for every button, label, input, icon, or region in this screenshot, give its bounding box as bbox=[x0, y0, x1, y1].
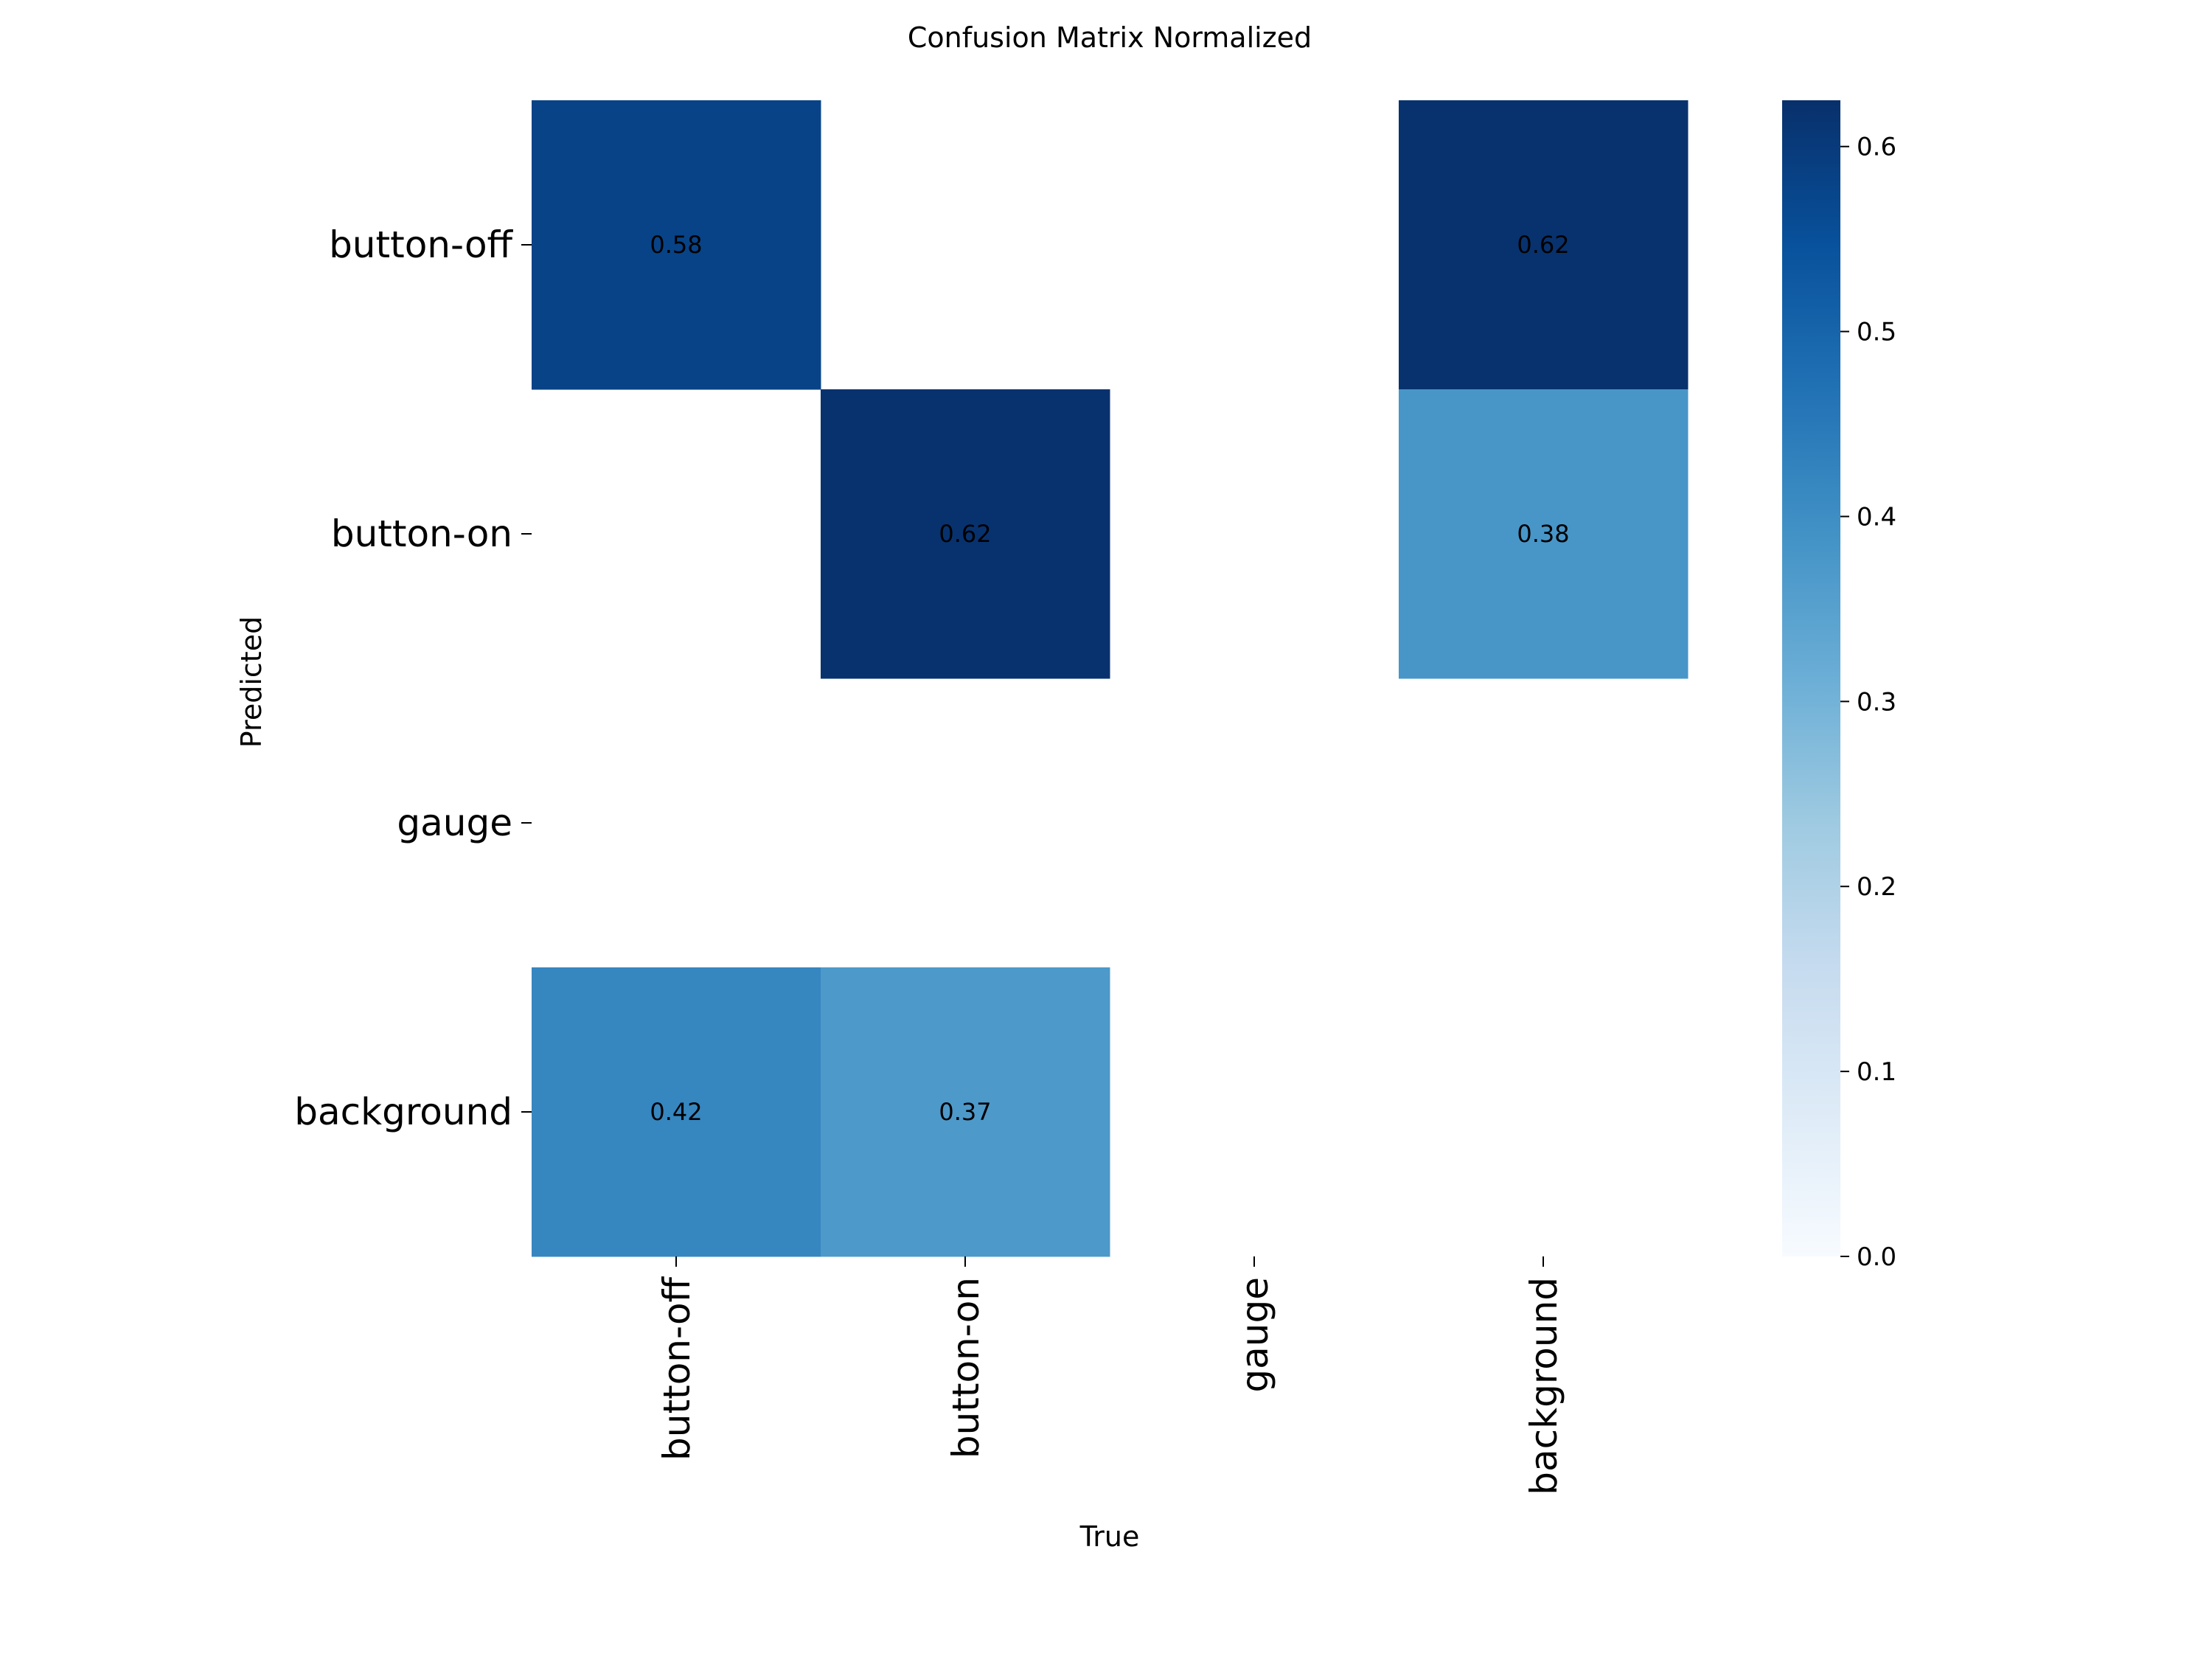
chart-title: Confusion Matrix Normalized bbox=[908, 21, 1312, 54]
cell-value-label: 0.58 bbox=[650, 231, 702, 259]
colorbar-ticks: 0.0 0.1 0.2 0.3 0.4 0.5 0.6 bbox=[1840, 133, 1896, 1272]
heatmap-cell-1-1 bbox=[821, 389, 1110, 679]
colorbar bbox=[1782, 100, 1840, 1256]
colorbar-tick-label: 0.6 bbox=[1857, 133, 1896, 162]
cell-value-label: 0.42 bbox=[650, 1098, 702, 1126]
y-axis-ticks: button-off button-on gauge background bbox=[294, 223, 532, 1133]
x-tick-label: gauge bbox=[1234, 1277, 1276, 1393]
colorbar-tick-label: 0.4 bbox=[1857, 502, 1896, 532]
heatmap-cell-3-0 bbox=[532, 967, 821, 1257]
x-axis-label: True bbox=[1079, 1520, 1140, 1553]
heatmap-cells bbox=[532, 100, 1688, 1257]
colorbar-tick-label: 0.5 bbox=[1857, 318, 1896, 347]
x-axis-ticks: button-off button-on gauge background bbox=[655, 1256, 1565, 1495]
colorbar-tick-label: 0.1 bbox=[1857, 1057, 1896, 1087]
colorbar-tick-label: 0.2 bbox=[1857, 872, 1896, 902]
cell-labels: 0.58 0.62 0.62 0.38 0.42 0.37 bbox=[650, 231, 1569, 1126]
y-tick-label: gauge bbox=[397, 801, 512, 844]
heatmap-cell-1-3 bbox=[1399, 389, 1688, 679]
x-tick-label: background bbox=[1523, 1277, 1565, 1495]
x-tick-label: button-off bbox=[655, 1276, 698, 1460]
x-tick-label: button-on bbox=[945, 1277, 987, 1458]
cell-value-label: 0.37 bbox=[939, 1098, 991, 1126]
heatmap-cell-0-3 bbox=[1399, 100, 1688, 390]
colorbar-tick-label: 0.0 bbox=[1857, 1242, 1896, 1272]
y-tick-label: button-off bbox=[329, 223, 513, 266]
y-axis-label: Predicted bbox=[235, 616, 268, 748]
y-tick-label: button-on bbox=[331, 512, 512, 555]
cell-value-label: 0.62 bbox=[939, 520, 991, 548]
y-tick-label: background bbox=[294, 1091, 512, 1133]
colorbar-tick-label: 0.3 bbox=[1857, 687, 1896, 717]
cell-value-label: 0.38 bbox=[1517, 520, 1569, 548]
heatmap-cell-0-0 bbox=[532, 100, 821, 390]
cell-value-label: 0.62 bbox=[1517, 231, 1569, 259]
heatmap-cell-3-1 bbox=[821, 967, 1110, 1257]
